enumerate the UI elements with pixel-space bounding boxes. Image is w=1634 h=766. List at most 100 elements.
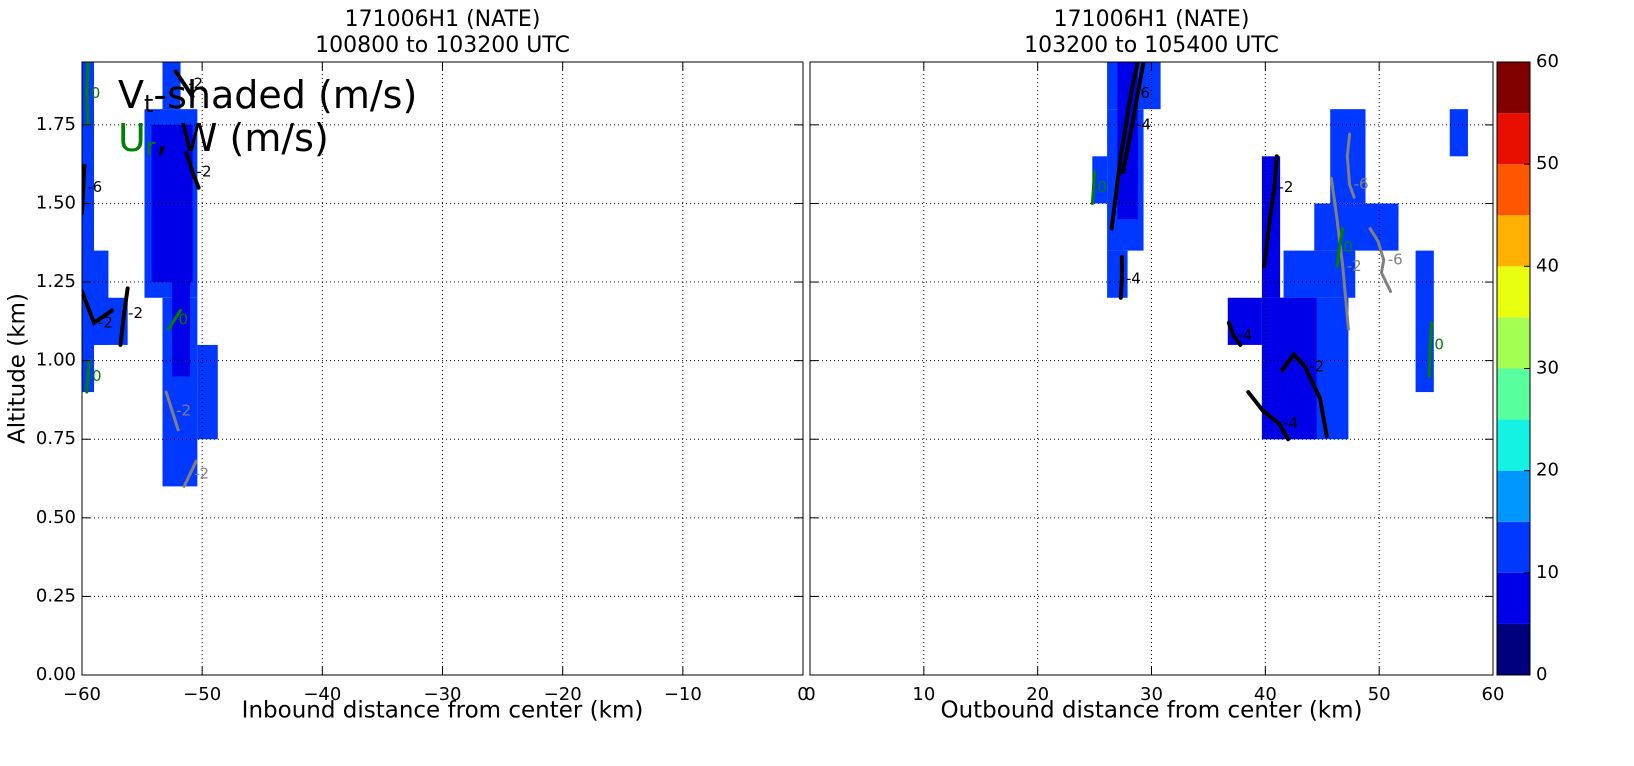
colorbar-tick-label: 30 [1536, 358, 1559, 379]
x-axis-label: Inbound distance from center (km) [242, 698, 644, 724]
colorbar-band [1497, 215, 1530, 267]
contour-line [1109, 62, 1140, 231]
contour-line [1345, 132, 1356, 199]
legend-entry: Vt-shaded (m/s) [118, 73, 417, 119]
x-tick-label: 60 [1482, 684, 1505, 705]
shaded-region [1449, 109, 1468, 157]
colorbar-tick-label: 20 [1536, 460, 1559, 481]
contour-line [1226, 320, 1243, 347]
colorbar-band [1497, 266, 1530, 318]
x-tick-label: −30 [424, 684, 462, 705]
contour-label: -2 [128, 304, 143, 322]
contour-label: -6 [87, 178, 102, 196]
contour-label: -6 [1388, 251, 1403, 269]
colorbar-band [1497, 317, 1530, 369]
shaded-region [1261, 156, 1281, 298]
y-tick-label: 0.75 [36, 428, 76, 449]
contour-label: -2 [1278, 178, 1293, 196]
x-tick-label: 40 [1254, 684, 1277, 705]
y-tick-label: 0.25 [36, 585, 76, 606]
y-tick-label: 0.00 [36, 664, 76, 685]
plot-frame [809, 61, 1494, 676]
colorbar-tick-label: 50 [1536, 153, 1559, 174]
x-tick-label: 10 [912, 684, 935, 705]
contour-label: -2 [1309, 357, 1324, 375]
colorbar-band [1497, 113, 1530, 165]
legend-text: -shaded (m/s) [153, 73, 417, 117]
y-tick-label: 0.50 [36, 507, 76, 528]
contour-line [184, 151, 201, 190]
x-axis-label: Outbound distance from center (km) [940, 698, 1362, 724]
y-tick-label: 1.75 [36, 114, 76, 135]
x-tick-label: −20 [544, 684, 582, 705]
legend-entry: Ur, W (m/s) [118, 116, 329, 162]
chart-subtitle: 103200 to 105400 UTC [1024, 33, 1279, 58]
contour-line [118, 286, 130, 347]
contour-line [85, 359, 91, 394]
contour-line [1335, 227, 1345, 268]
colorbar-band [1497, 623, 1530, 675]
contour-label: 0 [91, 84, 101, 102]
x-tick-label: 20 [1026, 684, 1049, 705]
contour-label: -2 [176, 401, 191, 419]
x-tick-label: 30 [1140, 684, 1163, 705]
colorbar-tick-label: 60 [1536, 51, 1559, 72]
contour-line [167, 308, 183, 331]
contour-label: -4 [1237, 326, 1252, 344]
colorbar-band [1497, 572, 1530, 624]
plot-area: -2 -2 -6 -2 -2 0 0 0 -2 -2 [82, 62, 803, 675]
colorbar-tick-label: 0 [1536, 664, 1547, 685]
contour-line [1090, 170, 1097, 205]
contour-line [1280, 351, 1329, 439]
shaded-region [1107, 250, 1128, 298]
contour-line [1121, 62, 1146, 175]
y-tick-label: 1.00 [36, 350, 76, 371]
x-tick-label: −60 [63, 684, 101, 705]
contour-label: -2 [98, 313, 113, 331]
contour-line [85, 62, 90, 127]
contour-label: -2 [197, 163, 212, 181]
shaded-region [197, 344, 218, 440]
contour-label: -2 [1347, 257, 1362, 275]
legend-subscript: t [144, 90, 153, 118]
colorbar-band [1497, 164, 1530, 216]
x-tick-label: 0 [797, 684, 808, 705]
shaded-region [1314, 203, 1399, 251]
chart-title: 171006H1 (NATE) [1054, 7, 1250, 32]
colorbar-band [1497, 62, 1530, 114]
shaded-region [172, 266, 191, 377]
x-tick-label: −40 [303, 684, 341, 705]
x-tick-label: 50 [1368, 684, 1391, 705]
contour-label: -4 [1283, 414, 1298, 432]
contour-line [173, 69, 195, 99]
colorbar-tick-label: 10 [1536, 562, 1559, 583]
contour-line [82, 289, 115, 327]
colorbar-band [1497, 470, 1530, 522]
chart-title: 171006H1 (NATE) [345, 7, 541, 32]
colorbar-band [1497, 521, 1530, 573]
colorbar-tick-label: 40 [1536, 255, 1559, 276]
colorbar-band [1497, 419, 1530, 471]
contour-line [1262, 154, 1279, 269]
chart-subtitle: 100800 to 103200 UTC [315, 33, 570, 58]
contour-label: -2 [194, 464, 209, 482]
y-axis-label: Altitude (km) [5, 293, 31, 444]
y-tick-label: 1.25 [36, 271, 76, 292]
contour-line [1427, 321, 1434, 378]
contour-line [1368, 227, 1393, 293]
legend-subscript: r [146, 133, 156, 161]
x-tick-label: 0 [804, 684, 815, 705]
contour-label: 0 [1434, 335, 1444, 353]
x-tick-label: −10 [664, 684, 702, 705]
legend-symbol: U [118, 116, 146, 160]
contour-label: -2 [188, 75, 203, 93]
shaded-region [1415, 250, 1434, 393]
legend-symbol: V [118, 73, 144, 117]
legend-text: , W (m/s) [156, 116, 329, 160]
y-tick-label: 1.50 [36, 192, 76, 213]
contour-label: 0 [1097, 178, 1107, 196]
contour-line [1246, 390, 1291, 442]
colorbar-band [1497, 368, 1530, 420]
